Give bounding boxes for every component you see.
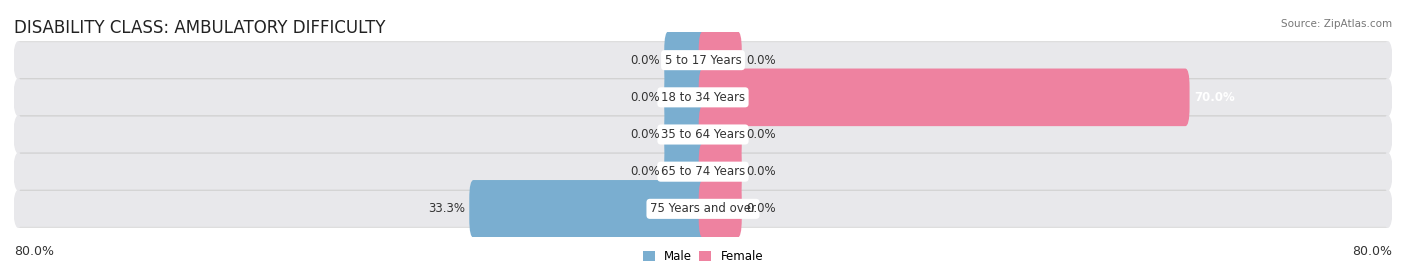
FancyBboxPatch shape xyxy=(699,180,742,238)
Text: 5 to 17 Years: 5 to 17 Years xyxy=(665,54,741,67)
FancyBboxPatch shape xyxy=(664,106,707,163)
Text: 0.0%: 0.0% xyxy=(630,165,659,178)
Text: 18 to 34 Years: 18 to 34 Years xyxy=(661,91,745,104)
Text: Source: ZipAtlas.com: Source: ZipAtlas.com xyxy=(1281,19,1392,29)
Text: 0.0%: 0.0% xyxy=(747,165,776,178)
FancyBboxPatch shape xyxy=(18,42,1388,79)
Text: 65 to 74 Years: 65 to 74 Years xyxy=(661,165,745,178)
Text: 0.0%: 0.0% xyxy=(747,202,776,215)
FancyBboxPatch shape xyxy=(664,143,707,200)
Text: 33.3%: 33.3% xyxy=(427,202,465,215)
Text: 80.0%: 80.0% xyxy=(1353,245,1392,258)
FancyBboxPatch shape xyxy=(664,31,707,89)
FancyBboxPatch shape xyxy=(699,143,742,200)
Circle shape xyxy=(1384,79,1392,116)
FancyBboxPatch shape xyxy=(470,180,707,238)
Text: 0.0%: 0.0% xyxy=(630,54,659,67)
Text: 75 Years and over: 75 Years and over xyxy=(650,202,756,215)
Circle shape xyxy=(14,42,22,79)
Text: 35 to 64 Years: 35 to 64 Years xyxy=(661,128,745,141)
Circle shape xyxy=(1384,116,1392,153)
FancyBboxPatch shape xyxy=(699,31,742,89)
Text: 0.0%: 0.0% xyxy=(747,54,776,67)
Text: DISABILITY CLASS: AMBULATORY DIFFICULTY: DISABILITY CLASS: AMBULATORY DIFFICULTY xyxy=(14,19,385,37)
Circle shape xyxy=(1384,42,1392,79)
FancyBboxPatch shape xyxy=(18,79,1388,116)
Text: 70.0%: 70.0% xyxy=(1194,91,1234,104)
Text: 80.0%: 80.0% xyxy=(14,245,53,258)
Circle shape xyxy=(14,153,22,190)
Legend: Male, Female: Male, Female xyxy=(638,245,768,268)
Circle shape xyxy=(14,79,22,116)
FancyBboxPatch shape xyxy=(699,69,1189,126)
Circle shape xyxy=(14,190,22,227)
Circle shape xyxy=(1384,190,1392,227)
Text: 0.0%: 0.0% xyxy=(630,128,659,141)
FancyBboxPatch shape xyxy=(18,190,1388,227)
Text: 0.0%: 0.0% xyxy=(747,128,776,141)
FancyBboxPatch shape xyxy=(664,69,707,126)
FancyBboxPatch shape xyxy=(18,153,1388,190)
FancyBboxPatch shape xyxy=(18,116,1388,153)
FancyBboxPatch shape xyxy=(699,106,742,163)
Circle shape xyxy=(14,116,22,153)
Text: 0.0%: 0.0% xyxy=(630,91,659,104)
Circle shape xyxy=(1384,153,1392,190)
